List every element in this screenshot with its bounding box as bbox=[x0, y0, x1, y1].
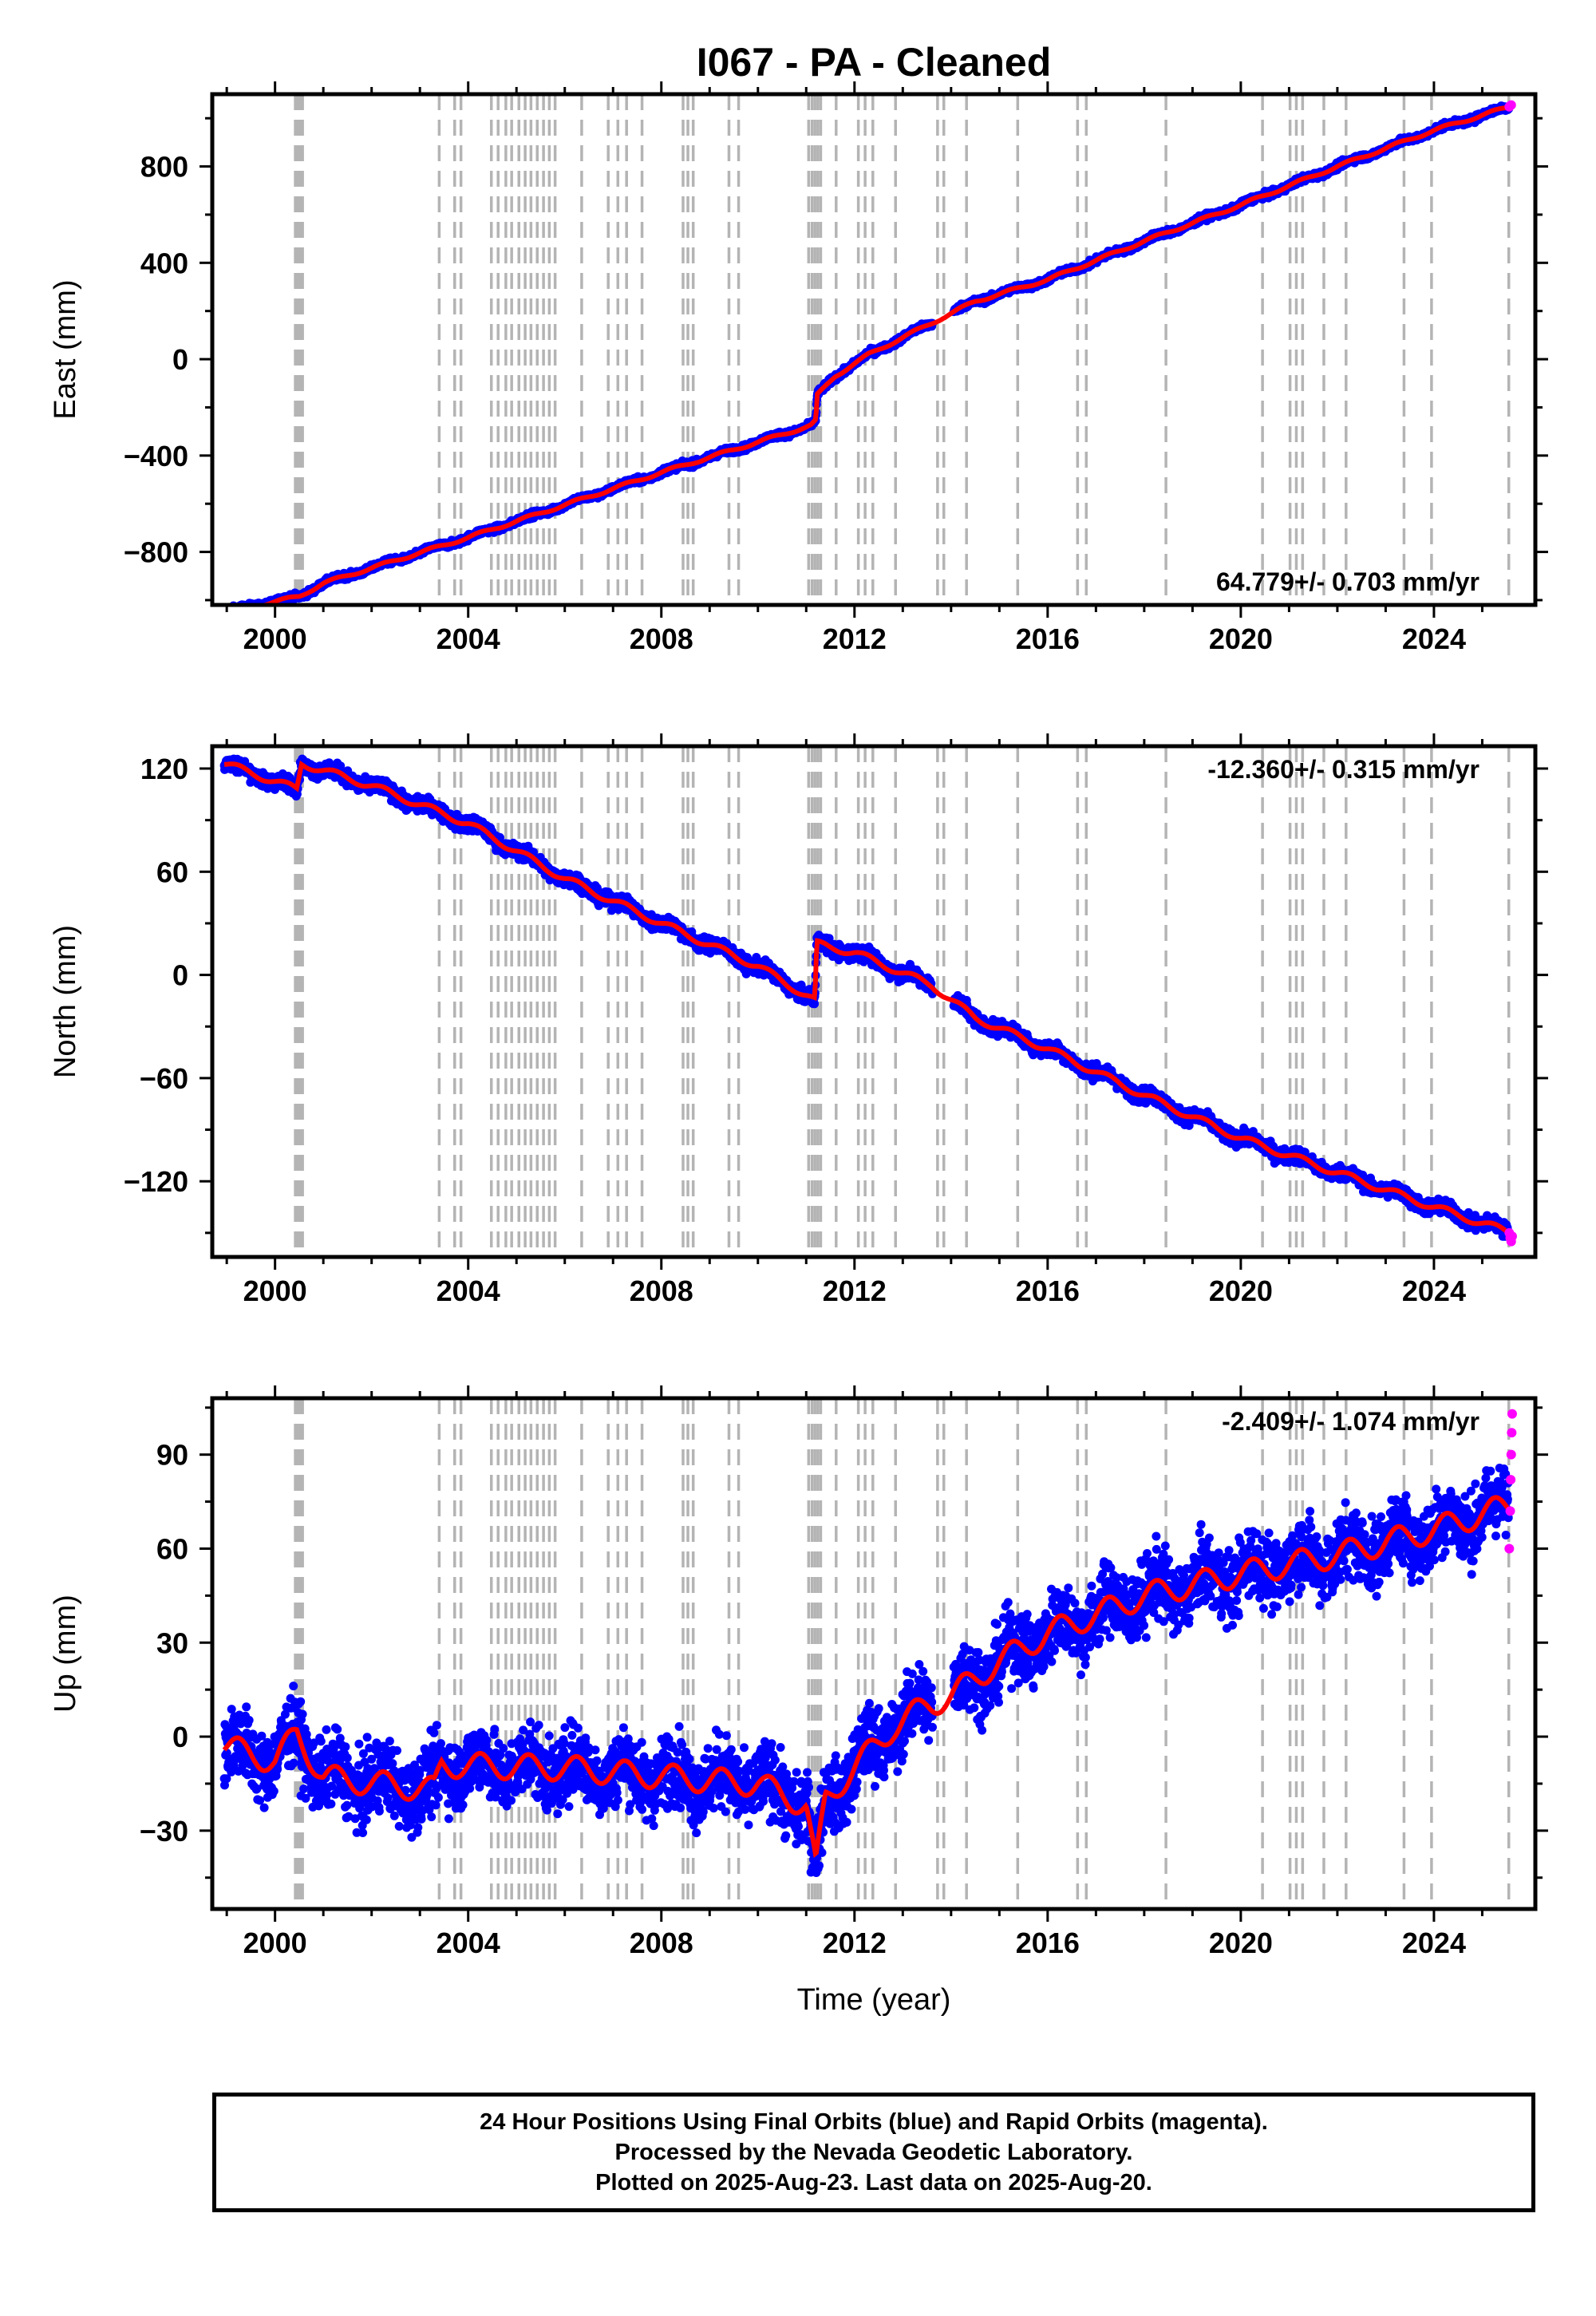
y-tick-label: 800 bbox=[140, 151, 188, 184]
data-point bbox=[221, 608, 230, 617]
x-tick-label: 2020 bbox=[1209, 622, 1273, 655]
y-tick-label: −800 bbox=[124, 536, 188, 569]
x-tick-label: 2008 bbox=[630, 622, 693, 655]
rate-label: 64.779+/- 0.703 mm/yr bbox=[1216, 567, 1479, 596]
panel-north: 2000 2004 2008 2012 2016 2020 2024−120−6006012… bbox=[49, 733, 1548, 1307]
y-tick-label: 0 bbox=[172, 343, 188, 376]
event-lines bbox=[294, 94, 1511, 605]
y-tick-label: 400 bbox=[140, 247, 188, 279]
data-point bbox=[220, 607, 229, 615]
data-point bbox=[232, 608, 241, 617]
data-point bbox=[229, 607, 238, 616]
x-tick-label: 2004 bbox=[437, 622, 500, 655]
x-tick-label: 2000 bbox=[243, 622, 307, 655]
data-point bbox=[231, 606, 239, 615]
panel-east: 2000 2004 2008 2012 2016 2020 2024 −800 −400 0 400… bbox=[49, 81, 1548, 655]
x-tick-label: 2012 bbox=[823, 622, 887, 655]
data-point bbox=[228, 607, 237, 615]
y-tick-label: −400 bbox=[124, 440, 188, 472]
x-tick-label: 2024 bbox=[1402, 622, 1466, 655]
chart-title: I067 - PA - Cleaned bbox=[697, 40, 1052, 85]
data-point bbox=[223, 607, 232, 616]
panels: 2000 2004 2008 2012 2016 2020 2024 −800 −400 0 400… bbox=[49, 81, 1548, 1959]
data-point bbox=[224, 607, 233, 616]
rapid-orbit-points bbox=[1504, 100, 1516, 112]
rapid-point bbox=[1506, 100, 1516, 110]
y-axis-label: East (mm) bbox=[49, 279, 82, 419]
x-tick-label: 2016 bbox=[1016, 622, 1080, 655]
